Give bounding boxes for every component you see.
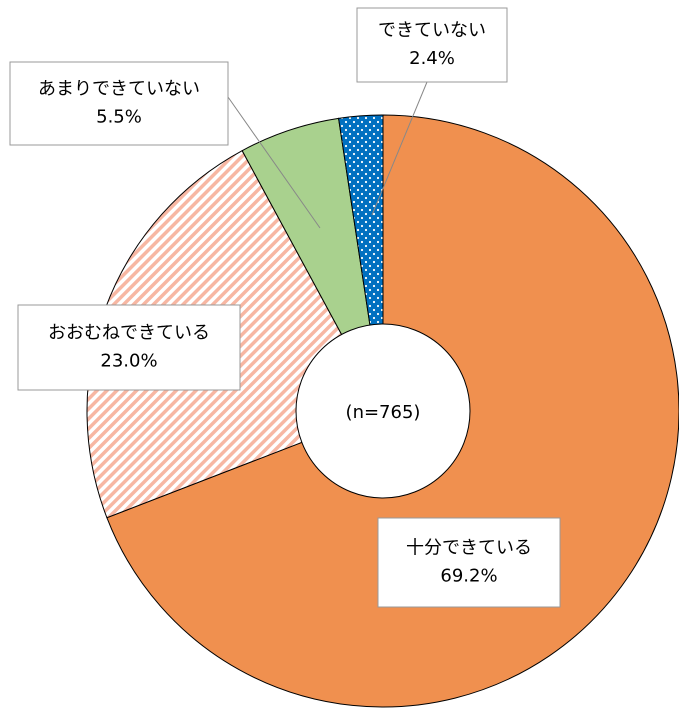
value-label: 2.4% <box>409 48 455 69</box>
label-box <box>356 7 508 83</box>
category-label: 十分できている <box>406 538 532 559</box>
label-box <box>377 517 561 608</box>
label-box <box>9 61 229 146</box>
value-label: 69.2% <box>440 566 497 587</box>
center-label: (n=765) <box>346 402 421 423</box>
category-label: あまりできていない <box>38 79 200 100</box>
value-label: 23.0% <box>100 351 157 372</box>
category-label: おおむねできている <box>48 323 210 344</box>
label-box <box>17 304 241 391</box>
category-label: できていない <box>378 20 486 41</box>
donut-hole <box>295 323 471 499</box>
leader-line <box>227 96 321 229</box>
leader-line <box>371 81 428 216</box>
value-label: 5.5% <box>96 107 142 128</box>
